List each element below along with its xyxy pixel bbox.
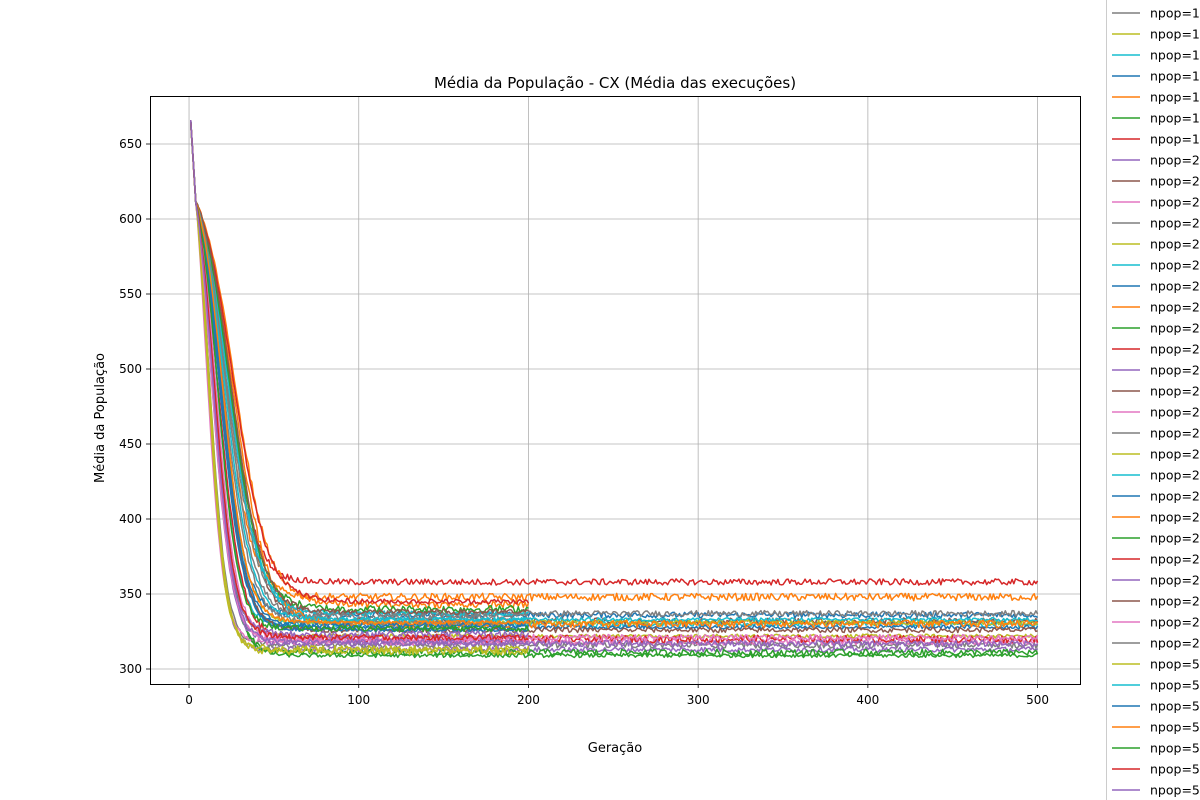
legend-label: npop=1: [1150, 48, 1200, 63]
series-line: [189, 122, 1039, 657]
series-line: [189, 121, 529, 623]
legend-label: npop=2: [1150, 405, 1200, 420]
series-line: [189, 121, 1039, 625]
x-axis-label: Geração: [588, 741, 642, 756]
legend-label: npop=5: [1150, 762, 1200, 777]
x-tick-label: 400: [856, 693, 879, 707]
legend-label: npop=1: [1150, 6, 1200, 21]
legend-label: npop=2: [1150, 573, 1200, 588]
legend-label: npop=1: [1150, 111, 1200, 126]
series-line: [189, 121, 1039, 639]
legend-label: npop=5: [1150, 741, 1200, 756]
series-line: [189, 121, 530, 654]
legend-label: npop=2: [1150, 594, 1200, 609]
legend-label: npop=2: [1150, 447, 1200, 462]
series-line: [189, 120, 529, 646]
legend-label: npop=1: [1150, 132, 1200, 147]
y-tick-label: 500: [119, 362, 142, 376]
series-line: [189, 121, 1039, 626]
legend-label: npop=2: [1150, 174, 1200, 189]
grid-lines: [150, 96, 1080, 684]
legend-label: npop=2: [1150, 384, 1200, 399]
series-line: [189, 121, 1039, 628]
series-line: [189, 122, 529, 617]
y-tick-label: 400: [119, 512, 142, 526]
x-axis: 0 100 200 300 400 500: [185, 684, 1049, 707]
legend-label: npop=2: [1150, 468, 1200, 483]
x-tick-label: 300: [687, 693, 710, 707]
series-line: [189, 122, 530, 609]
legend-label: npop=2: [1150, 153, 1200, 168]
legend-label: npop=5: [1150, 678, 1200, 693]
series-line: [189, 122, 530, 633]
legend-label: npop=2: [1150, 279, 1200, 294]
legend-label: npop=2: [1150, 531, 1200, 546]
y-axis-label: Média da População: [93, 353, 108, 483]
legend-label: npop=5: [1150, 720, 1200, 735]
legend-label: npop=2: [1150, 258, 1200, 273]
legend-label: npop=2: [1150, 321, 1200, 336]
series-line: [189, 121, 1039, 586]
legend-label: npop=2: [1150, 426, 1200, 441]
series-line: [189, 123, 1038, 629]
x-tick-label: 100: [347, 693, 370, 707]
legend-label: npop=2: [1150, 510, 1200, 525]
series-line: [189, 122, 1039, 602]
series-line: [189, 120, 1038, 623]
series-line: [189, 120, 1039, 646]
legend-label: npop=1: [1150, 69, 1200, 84]
legend-label: npop=2: [1150, 363, 1200, 378]
y-tick-label: 450: [119, 437, 142, 451]
legend-label: npop=2: [1150, 342, 1200, 357]
chart-title: Média da População - CX (Média das execu…: [434, 74, 796, 92]
y-tick-label: 300: [119, 662, 142, 676]
legend-label: npop=2: [1150, 615, 1200, 630]
series-line: [189, 122, 529, 614]
series-line: [189, 122, 1039, 642]
series-line: [189, 122, 1039, 630]
legend-label: npop=2: [1150, 489, 1200, 504]
series-line: [189, 121, 1039, 644]
series-line: [189, 119, 1039, 648]
y-tick-label: 550: [119, 287, 142, 301]
series-line: [189, 120, 529, 642]
legend-label: npop=2: [1150, 216, 1200, 231]
y-axis: 300 350 400 450 500 550 600 650: [119, 137, 150, 676]
y-tick-label: 650: [119, 137, 142, 151]
y-tick-label: 600: [119, 212, 142, 226]
legend-label: npop=5: [1150, 783, 1200, 798]
x-tick-label: 200: [517, 693, 540, 707]
series-line: [189, 122, 1038, 653]
series-line: [189, 122, 529, 616]
y-tick-label: 350: [119, 587, 142, 601]
legend-label: npop=2: [1150, 300, 1200, 315]
plot-frame: [150, 96, 1081, 685]
series-lines: [189, 119, 1039, 659]
series-line: [189, 122, 1039, 649]
series-line: [189, 121, 529, 629]
legend-label: npop=1: [1150, 90, 1200, 105]
legend-label: npop=5: [1150, 699, 1200, 714]
legend-label: npop=2: [1150, 636, 1200, 651]
series-line: [189, 121, 530, 639]
series-line: [189, 122, 529, 626]
legend-label: npop=5: [1150, 657, 1200, 672]
x-tick-label: 0: [185, 693, 193, 707]
legend-label: npop=2: [1150, 552, 1200, 567]
series-line: [189, 122, 1038, 634]
series-line: [189, 121, 1038, 659]
legend-label: npop=2: [1150, 237, 1200, 252]
series-line: [189, 121, 529, 621]
legend-label: npop=1: [1150, 27, 1200, 42]
x-tick-label: 500: [1026, 693, 1049, 707]
legend: npop=1 npop=1 npop=1 npop=1 npop=1 npop=1 npop…: [1106, 0, 1200, 800]
series-line: [189, 122, 530, 605]
legend-label: npop=2: [1150, 195, 1200, 210]
